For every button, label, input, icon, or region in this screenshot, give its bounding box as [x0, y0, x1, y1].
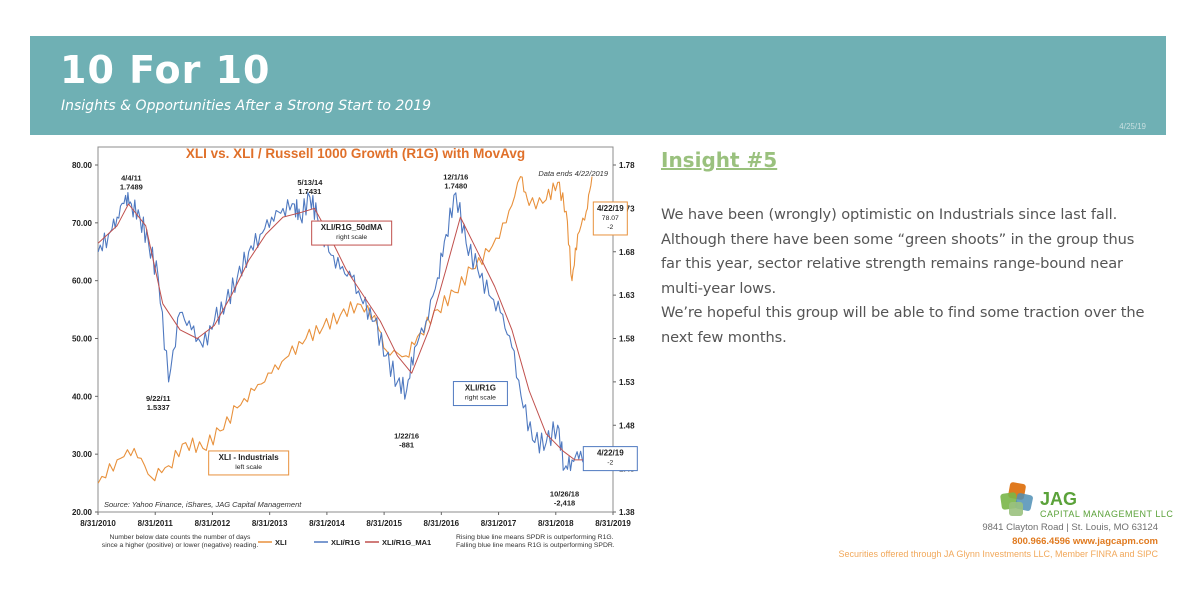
- company-subname: CAPITAL MANAGEMENT LLC: [1040, 509, 1174, 519]
- chart-callout-text: right scale: [465, 395, 496, 402]
- chart-annotation: -881: [399, 440, 414, 449]
- x-axis-tick-label: 8/31/2015: [366, 519, 402, 528]
- page-subtitle: Insights & Opportunities After a Strong …: [61, 98, 432, 114]
- chart-annotation: 1.5337: [147, 403, 170, 412]
- chart-callout-box: [208, 450, 290, 476]
- company-address: 9841 Clayton Road | St. Louis, MO 63124: [982, 522, 1158, 533]
- chart-callout-text: XLI - Industrials: [219, 453, 280, 462]
- xli-ratio-chart: XLI vs. XLI / Russell 1000 Growth (R1G) …: [72, 146, 638, 549]
- legend-label: XLI/R1G_MA1: [382, 538, 431, 547]
- chart-callout-text: -2: [607, 224, 613, 231]
- chart-title: XLI vs. XLI / Russell 1000 Growth (R1G) …: [186, 146, 525, 161]
- right-axis-tick-label: 1.63: [619, 291, 635, 300]
- left-axis-tick-label: 40.00: [72, 392, 93, 401]
- right-axis-tick-label: 1.38: [619, 508, 635, 517]
- chart-footnote-left: Number below date counts the number of d…: [110, 534, 252, 541]
- left-axis-tick-label: 80.00: [72, 161, 93, 170]
- x-axis-tick-label: 8/31/2018: [538, 519, 574, 528]
- chart-callout-text: XLI/R1G_50dMA: [321, 223, 383, 232]
- chart-footnote-left: since a higher (positive) or lower (nega…: [102, 542, 259, 549]
- chart-annotation: 5/13/14: [297, 178, 323, 187]
- chart-source: Source: Yahoo Finance, iShares, JAG Capi…: [104, 500, 302, 509]
- chart-annotation: 1.7431: [298, 187, 321, 196]
- right-axis-tick-label: 1.58: [619, 335, 635, 344]
- right-axis-tick-label: 1.68: [619, 248, 635, 257]
- x-axis-tick-label: 8/31/2016: [424, 519, 460, 528]
- chart-callout-text: -2: [607, 460, 613, 467]
- chart-annotation: 4/4/11: [121, 174, 141, 183]
- series-line-xli-r1g-ma1: [97, 203, 592, 461]
- x-axis-tick-label: 8/31/2010: [80, 519, 116, 528]
- left-axis-tick-label: 70.00: [72, 219, 93, 228]
- chart-callout-box: [311, 220, 393, 246]
- legend-label: XLI/R1G: [331, 538, 360, 547]
- banner-date: 4/25/19: [1119, 122, 1146, 131]
- left-axis-tick-label: 50.00: [72, 335, 93, 344]
- insight-body: We have been (wrongly) optimistic on Ind…: [661, 206, 1145, 346]
- company-name: JAG: [1040, 489, 1078, 509]
- header-banner: 10 For 10 Insights & Opportunities After…: [30, 36, 1166, 135]
- chart-callout-text: 4/22/19: [597, 204, 624, 213]
- x-axis-tick-label: 8/31/2017: [481, 519, 517, 528]
- left-axis-tick-label: 30.00: [72, 450, 93, 459]
- series-line-xli-r1g: [97, 191, 593, 472]
- chart-annotation: -2,418: [554, 498, 575, 507]
- chart-callout-text: 78.07: [602, 215, 619, 222]
- legend-label: XLI: [275, 538, 287, 547]
- chart-footnote-right: Rising blue line means SPDR is outperfor…: [456, 534, 614, 541]
- chart-data-ends: Data ends 4/22/2019: [538, 169, 608, 178]
- chart-callout-box: [592, 201, 628, 236]
- chart-callout-box: [452, 381, 508, 407]
- x-axis-tick-label: 8/31/2012: [195, 519, 231, 528]
- page-title: 10 For 10: [60, 48, 271, 92]
- company-phone: 800.966.4596 www.jagcapm.com: [1012, 536, 1158, 547]
- chart-footnote-right: Falling blue line means R1G is outperfor…: [456, 542, 615, 549]
- chart-container: XLI vs. XLI / Russell 1000 Growth (R1G) …: [30, 140, 655, 560]
- left-axis-tick-label: 20.00: [72, 508, 93, 517]
- chart-callout-box: [582, 446, 638, 472]
- x-axis-tick-label: 8/31/2013: [252, 519, 288, 528]
- plot-area: [97, 146, 614, 513]
- x-axis-tick-label: 8/31/2014: [309, 519, 345, 528]
- jag-logo-icon: [1000, 482, 1033, 516]
- chart-annotation: 12/1/16: [443, 173, 468, 182]
- right-axis-tick-label: 1.48: [619, 421, 635, 430]
- insight-title: Insight #5: [661, 148, 778, 172]
- right-axis-tick-label: 1.53: [619, 378, 635, 387]
- right-axis-tick-label: 1.78: [619, 161, 635, 170]
- chart-annotation: 10/26/18: [550, 489, 579, 498]
- chart-callout-text: left scale: [235, 464, 262, 471]
- x-axis-tick-label: 8/31/2019: [595, 519, 631, 528]
- chart-annotation: 1.7480: [444, 182, 467, 191]
- chart-annotation: 9/22/11: [146, 394, 171, 403]
- chart-annotation: 1.7489: [120, 183, 143, 192]
- chart-callout-text: XLI/R1G: [465, 384, 496, 393]
- company-disclaimer: Securities offered through JA Glynn Inve…: [838, 549, 1158, 559]
- x-axis-tick-label: 8/31/2011: [138, 519, 174, 528]
- chart-callout-text: 4/22/19: [597, 449, 624, 458]
- chart-callout-text: right scale: [336, 234, 367, 241]
- series-line-xli: [97, 176, 593, 484]
- left-axis-tick-label: 60.00: [72, 277, 93, 286]
- chart-annotation: 1/22/16: [394, 431, 419, 440]
